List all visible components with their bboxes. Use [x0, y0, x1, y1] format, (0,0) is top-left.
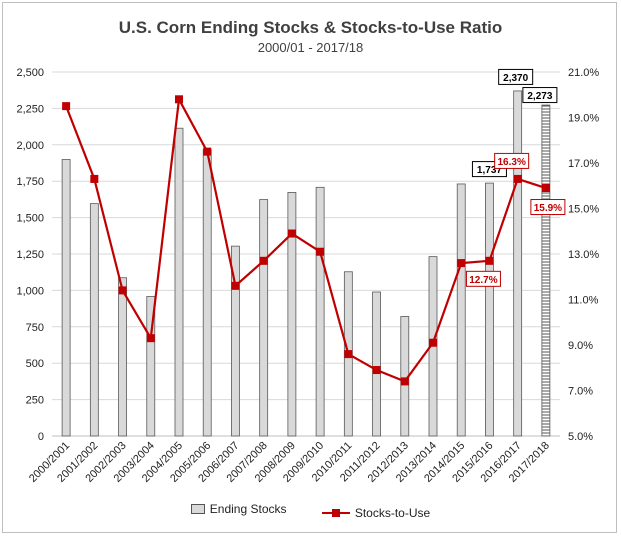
legend-item-ending-stocks: Ending Stocks [190, 502, 287, 516]
y-left-tick-label: 500 [26, 358, 44, 370]
bar-ending-stocks [89, 203, 99, 437]
data-label: 2,370 [503, 73, 528, 84]
y-right-tick-label: 21.0% [568, 67, 599, 79]
y-left-tick-label: 1,250 [16, 249, 44, 261]
y-left-tick-label: 1,000 [16, 285, 44, 297]
y-left-tick-label: 750 [26, 322, 44, 334]
bar-ending-stocks [315, 186, 325, 437]
marker-stocks-to-use [316, 247, 325, 256]
marker-stocks-to-use [203, 147, 212, 156]
y-right-tick-label: 17.0% [568, 158, 599, 170]
data-label: 12.7% [469, 275, 497, 286]
data-label: 15.9% [534, 203, 562, 214]
legend-label-stocks-to-use: Stocks-to-Use [354, 506, 431, 520]
marker-stocks-to-use [90, 174, 99, 183]
marker-stocks-to-use [118, 286, 127, 295]
y-left-tick-label: 1,500 [16, 213, 44, 225]
y-left-tick-label: 2,000 [16, 140, 44, 152]
y-right-tick-label: 11.0% [568, 295, 599, 307]
chart-title: U.S. Corn Ending Stocks & Stocks-to-Use … [118, 18, 503, 37]
bar-ending-stocks [202, 149, 212, 437]
bar-ending-stocks [231, 245, 240, 437]
bar-ending-stocks [372, 291, 381, 437]
y-right-tick-label: 13.0% [568, 249, 599, 261]
y-left-tick-label: 2,250 [16, 103, 44, 115]
y-right-tick-label: 15.0% [568, 204, 599, 216]
bar-ending-stocks [456, 183, 466, 437]
data-label-box [465, 270, 501, 287]
marker-stocks-to-use [372, 366, 381, 375]
marker-stocks-to-use [400, 377, 409, 386]
legend-label-ending-stocks: Ending Stocks [209, 502, 287, 516]
bar-ending-stocks [259, 199, 269, 437]
marker-stocks-to-use [429, 338, 437, 347]
y-left-tick-label: 2,500 [16, 67, 44, 79]
marker-stocks-to-use [146, 334, 155, 343]
bar-ending-stocks [146, 296, 156, 437]
marker-stocks-to-use [259, 256, 268, 265]
data-label: 1,737 [477, 165, 502, 176]
data-label-box [494, 152, 530, 169]
marker-stocks-to-use [231, 281, 240, 290]
bar-ending-stocks [174, 127, 184, 437]
line-stocks-to-use [65, 98, 547, 383]
marker-stocks-to-use [485, 256, 494, 265]
marker-stocks-to-use [344, 350, 353, 359]
bar-ending-stocks [287, 192, 297, 437]
y-right-tick-label: 5.0% [568, 431, 593, 443]
marker-stocks-to-use [62, 102, 71, 111]
bar-ending-stocks [541, 104, 551, 437]
marker-stocks-to-use [513, 174, 522, 183]
y-right-tick-label: 19.0% [568, 113, 599, 125]
y-right-tick-label: 7.0% [568, 386, 593, 398]
data-label: 16.3% [497, 157, 525, 168]
bar-ending-stocks [513, 90, 523, 437]
y-left-tick-label: 0 [38, 431, 44, 443]
chart-subtitle: 2000/01 - 2017/18 [257, 40, 364, 55]
marker-stocks-to-use [287, 229, 296, 238]
data-label-box [530, 199, 566, 216]
y-left-tick-label: 250 [26, 395, 44, 407]
data-label: 2,273 [527, 91, 552, 102]
y-left-tick-label: 1,750 [16, 176, 44, 188]
legend-swatch-line [321, 509, 350, 517]
data-label-box [498, 68, 534, 85]
data-label-box [522, 87, 558, 104]
marker-stocks-to-use [541, 184, 550, 193]
marker-stocks-to-use [175, 95, 183, 104]
marker-stocks-to-use [457, 259, 466, 268]
bar-ending-stocks [118, 277, 127, 437]
legend-swatch-bar [190, 504, 205, 514]
legend-item-stocks-to-use: Stocks-to-Use [321, 506, 431, 520]
chart-frame [2, 2, 617, 533]
chart-legend: Ending Stocks Stocks-to-Use [0, 502, 621, 520]
bar-ending-stocks [485, 182, 494, 437]
y-right-tick-label: 9.0% [568, 340, 593, 352]
bar-ending-stocks [61, 159, 71, 437]
